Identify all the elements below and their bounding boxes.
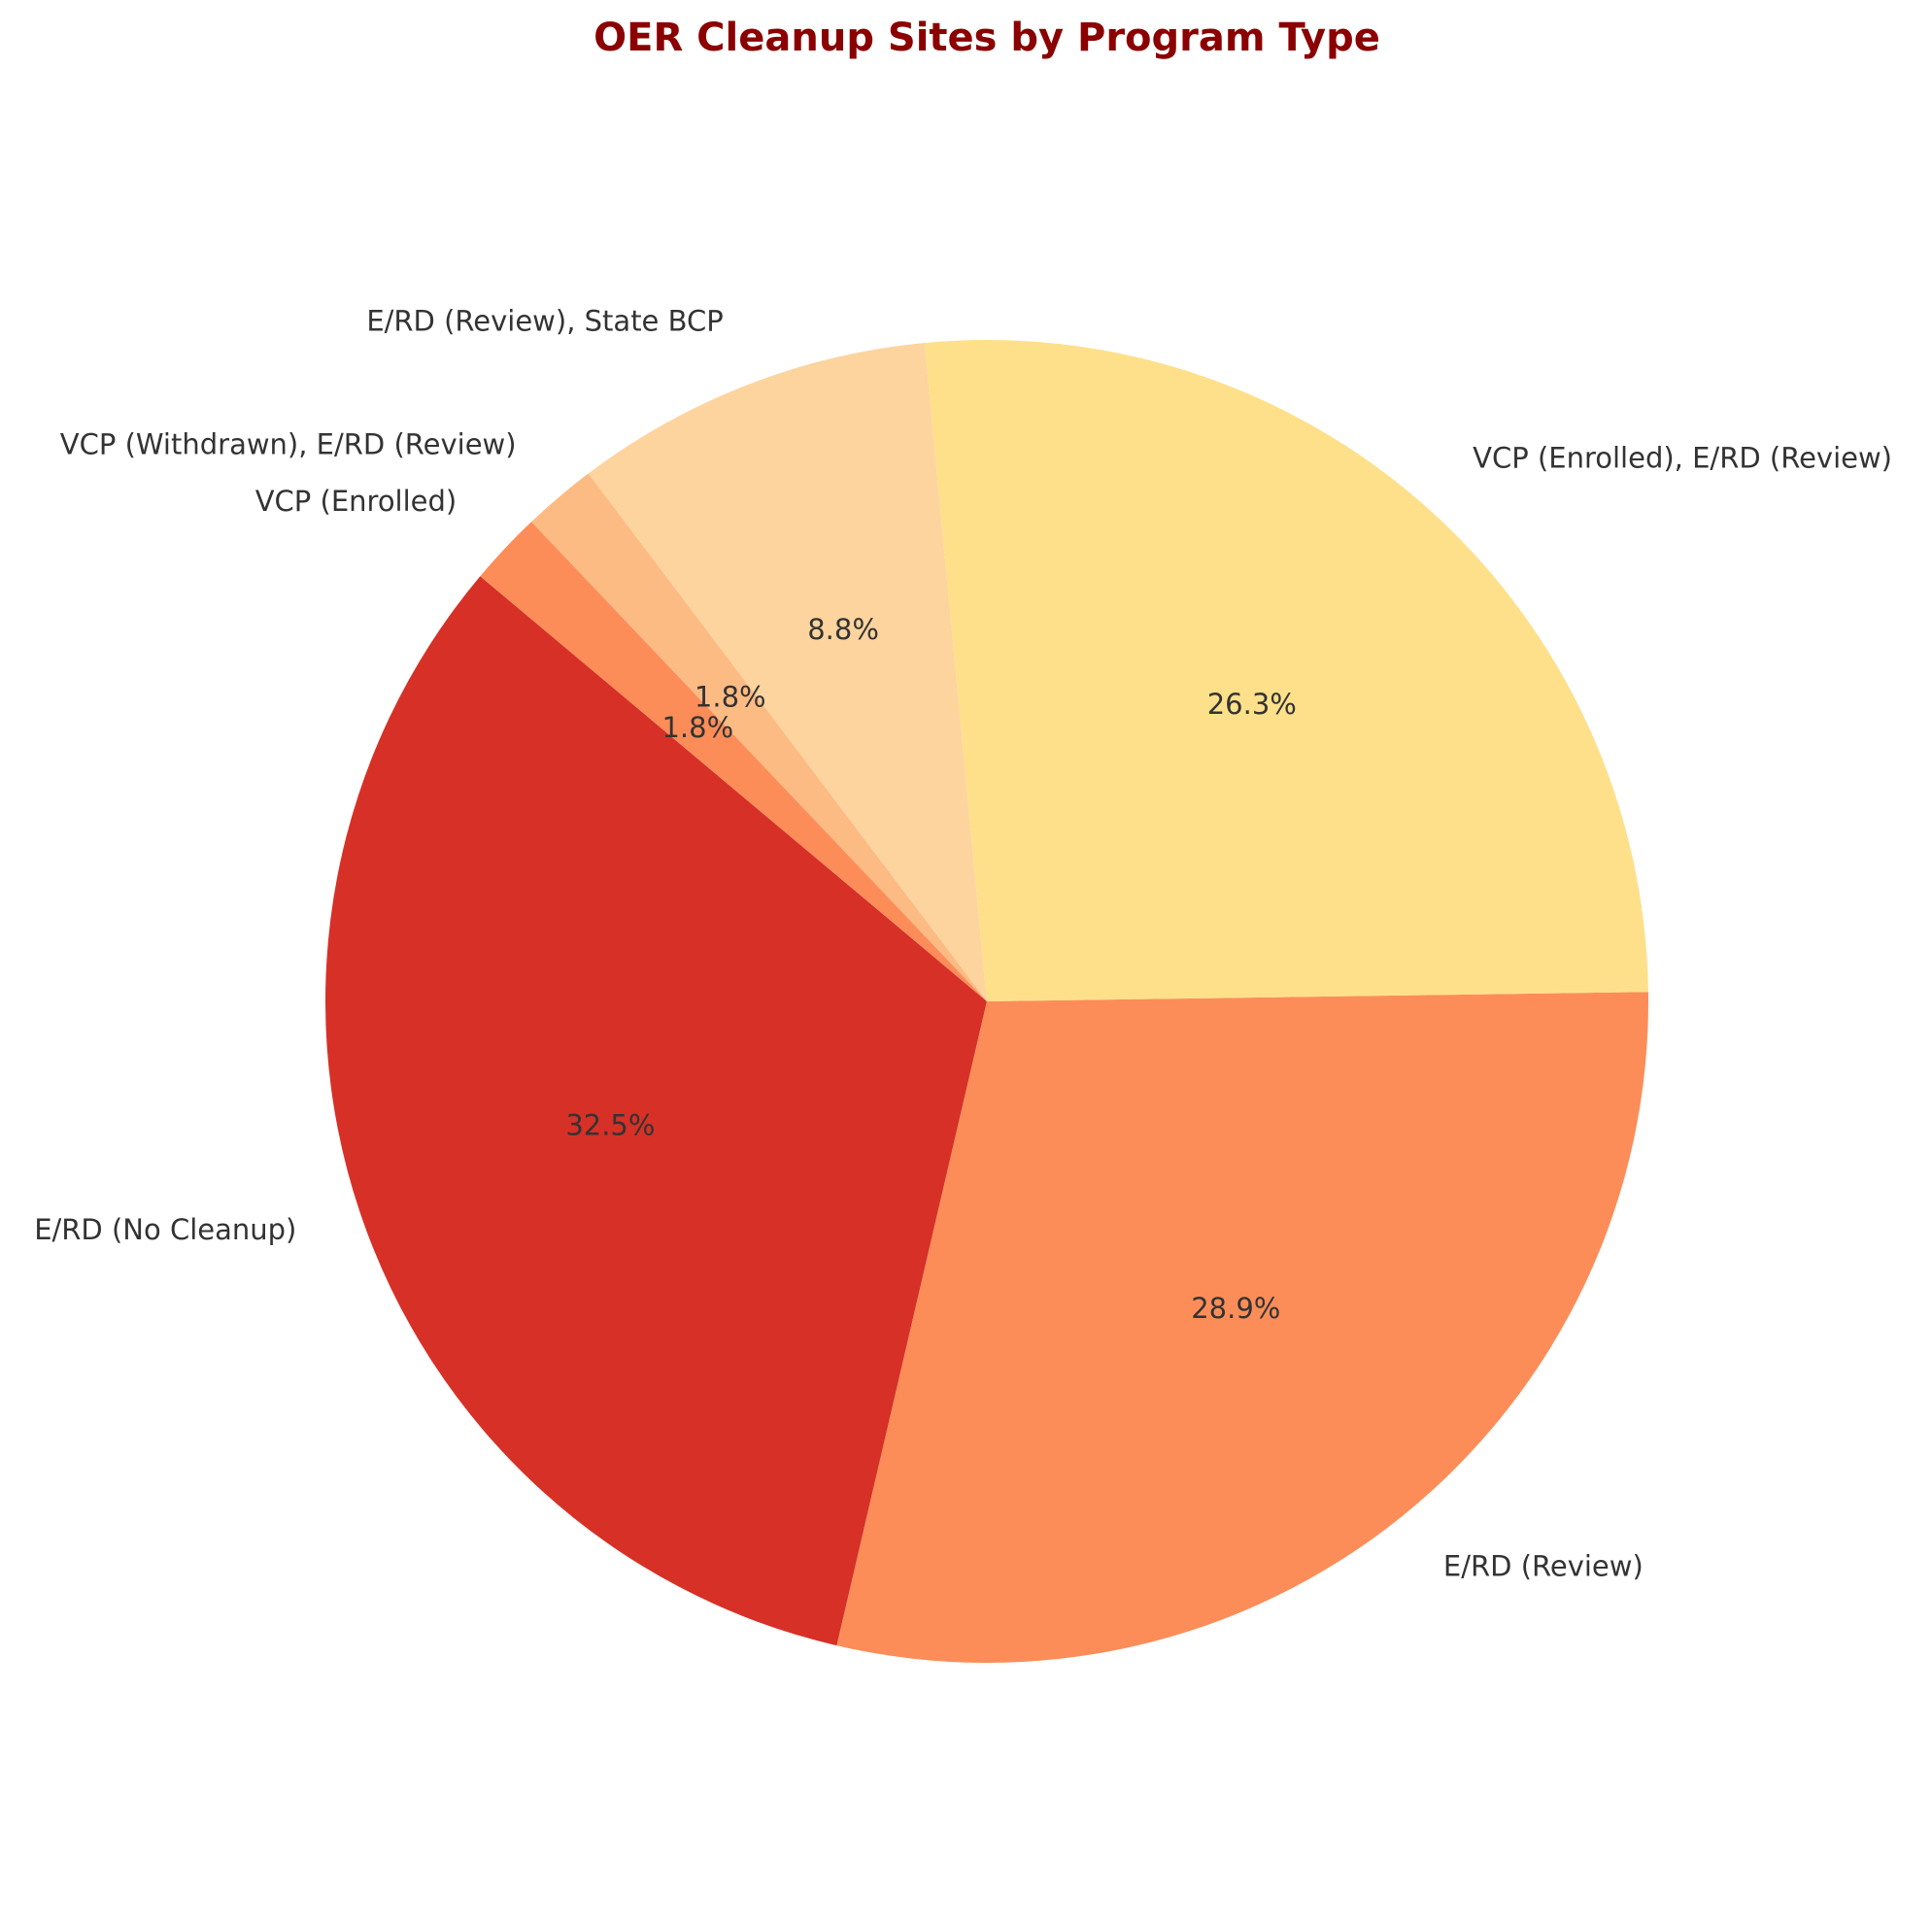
slice-label-4: VCP (Withdrawn), E/RD (Review) <box>60 428 517 461</box>
slice-label-3: E/RD (Review), State BCP <box>366 305 723 338</box>
pie-slice-4 <box>531 473 987 1001</box>
slice-percent-label-4: 1.8% <box>695 680 766 713</box>
chart-title: OER Cleanup Sites by Program Type <box>593 16 1380 60</box>
pie-labels: E/RD (No Cleanup) 32.5% E/RD (Review) 28.9%… <box>34 305 1892 1583</box>
pie-slice-5 <box>480 522 987 1001</box>
pie-slices <box>324 340 1649 1663</box>
slice-label-1: E/RD (Review) <box>1443 1549 1644 1582</box>
pie-slice-1 <box>836 992 1649 1663</box>
slice-label-5: VCP (Enrolled) <box>255 485 458 518</box>
slice-percent-label-3: 8.8% <box>807 613 879 646</box>
slice-label-2: VCP (Enrolled), E/RD (Review) <box>1473 441 1892 474</box>
slice-percent-label-5: 1.8% <box>661 711 733 744</box>
pie-slice-0 <box>324 576 987 1646</box>
slice-percent-label-0: 32.5% <box>565 1108 655 1141</box>
pie-slice-2 <box>924 340 1648 1002</box>
slice-label-0: E/RD (No Cleanup) <box>34 1213 296 1246</box>
slice-percent-label-1: 28.9% <box>1191 1292 1280 1325</box>
pie-slice-3 <box>588 343 987 1001</box>
slice-percent-label-2: 26.3% <box>1207 688 1297 721</box>
